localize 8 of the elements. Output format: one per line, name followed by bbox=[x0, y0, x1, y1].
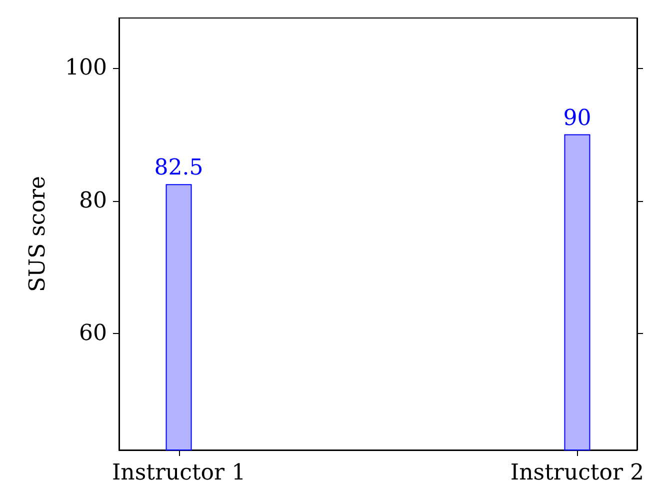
x-tick-label: Instructor 1 bbox=[112, 460, 246, 486]
y-tick-label: 80 bbox=[79, 188, 107, 214]
data-label: 82.5 bbox=[154, 156, 204, 181]
data-label: 90 bbox=[563, 106, 592, 131]
x-tick-label: Instructor 2 bbox=[510, 460, 644, 486]
y-tick-label: 60 bbox=[79, 321, 107, 346]
y-tick-label: 100 bbox=[65, 55, 107, 80]
y-axis-title: SUS score bbox=[26, 176, 50, 292]
